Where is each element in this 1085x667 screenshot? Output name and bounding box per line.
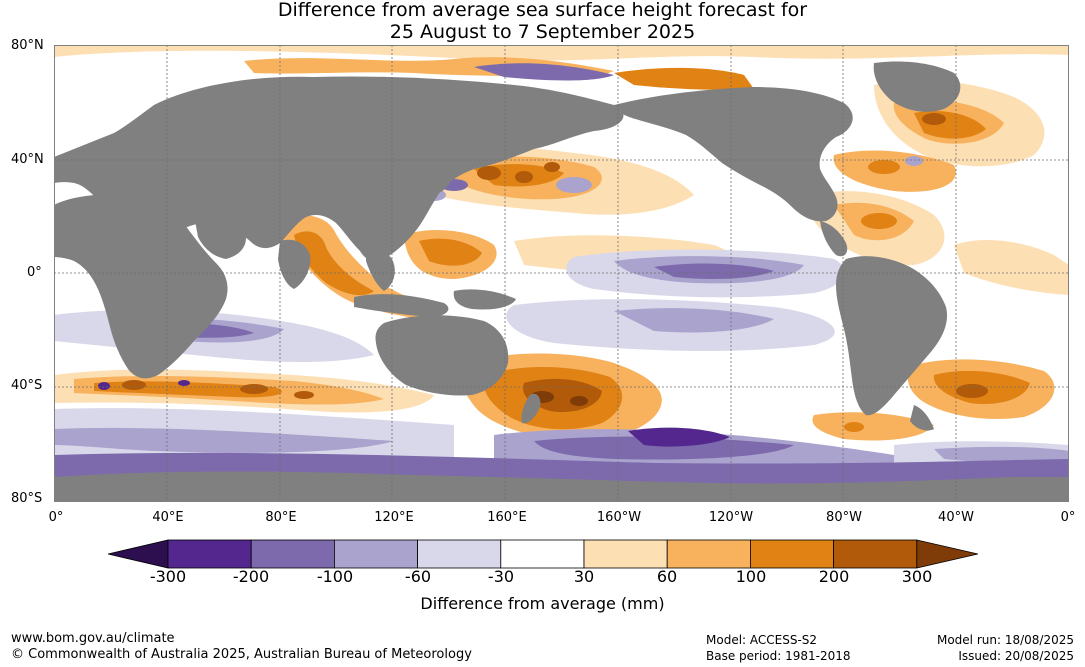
colorbar-segment: [417, 539, 502, 569]
colorbar-tick: -60: [404, 567, 432, 586]
lon-label-80e: 80°E: [265, 510, 297, 525]
colorbar-segment: [333, 539, 418, 569]
colorbar-segment: [167, 539, 252, 569]
colorbar-tick: -30: [487, 567, 515, 586]
lon-label-160e: 160°E: [487, 510, 527, 525]
colorbar-tick: 200: [818, 567, 850, 586]
lon-label-120w: 120°W: [708, 510, 754, 525]
lon-label-40e: 40°E: [152, 510, 184, 525]
map-title-line-2: 25 August to 7 September 2025: [389, 21, 696, 43]
map-canvas: [54, 45, 1069, 502]
land-masses: [54, 61, 1069, 502]
graticule: [54, 45, 1069, 502]
colorbar-segment: [833, 539, 918, 569]
colorbar-tick: -300: [149, 567, 187, 586]
colorbar-extend-low: [107, 539, 169, 569]
lon-label-0-left: 0°: [48, 510, 64, 525]
footer-issued: Issued: 20/08/2025: [958, 649, 1074, 663]
lon-label-160w: 160°W: [596, 510, 642, 525]
lon-label-0-right: 0°: [1060, 510, 1076, 525]
colorbar-segment: [250, 539, 335, 569]
lat-label-80s: 80°S: [11, 491, 43, 506]
lon-label-40w: 40°W: [938, 510, 974, 525]
colorbar-tick: -100: [316, 567, 354, 586]
footer-model-run: Model run: 18/08/2025: [936, 633, 1074, 647]
lon-label-80w: 80°W: [826, 510, 862, 525]
colorbar-segment: [666, 539, 751, 569]
lat-label-40n: 40°N: [11, 152, 44, 167]
map-title-line-1: Difference from average sea surface heig…: [277, 0, 808, 21]
sea-surface-height-map: [54, 45, 1069, 502]
colorbar-tick: 300: [901, 567, 933, 586]
lat-label-equator: 0°: [27, 265, 42, 280]
colorbar-segment: [583, 539, 668, 569]
colorbar-tick: 30: [573, 567, 595, 586]
map-border: [54, 45, 1069, 502]
colorbar-extend-high: [916, 539, 979, 569]
footer-url: www.bom.gov.au/climate: [11, 631, 175, 646]
colorbar-segment: [500, 539, 585, 569]
colorbar: [107, 538, 979, 570]
footer-model: Model: ACCESS-S2: [706, 633, 818, 647]
colorbar-svg: [107, 539, 979, 569]
colorbar-title: Difference from average (mm): [420, 594, 665, 613]
lat-label-40s: 40°S: [11, 378, 43, 393]
colorbar-tick: -200: [232, 567, 270, 586]
lat-label-80n: 80°N: [11, 38, 44, 53]
lon-label-120e: 120°E: [374, 510, 414, 525]
footer-copyright: © Commonwealth of Australia 2025, Austra…: [11, 647, 472, 662]
colorbar-segment: [750, 539, 835, 569]
footer-base-period: Base period: 1981-2018: [706, 649, 851, 663]
colorbar-tick: 100: [735, 567, 767, 586]
colorbar-tick: 60: [656, 567, 678, 586]
